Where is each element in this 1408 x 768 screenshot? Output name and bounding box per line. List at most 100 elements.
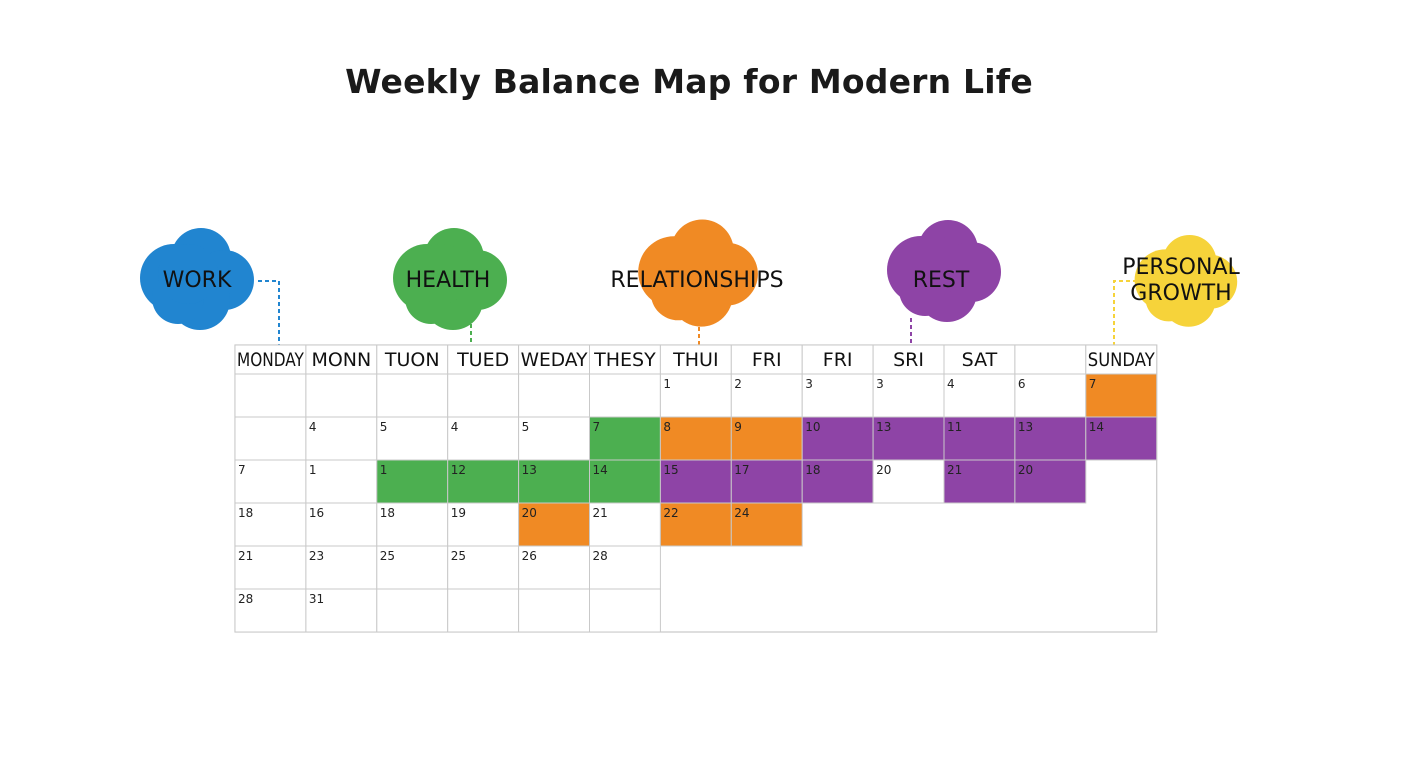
cell-fill-rest	[1014, 459, 1087, 504]
day-number: 14	[1089, 420, 1104, 434]
day-number: 3	[805, 377, 813, 391]
day-header: TUED	[447, 344, 520, 375]
cell-fill-rest	[1085, 416, 1158, 461]
day-header-cell	[872, 344, 945, 375]
day-header-label: TUED	[456, 349, 509, 371]
day-header: FRI	[730, 344, 803, 375]
day-header: SUNDAY	[1085, 344, 1158, 375]
day-number: 15	[663, 463, 678, 477]
cell-fill-rest	[943, 416, 1016, 461]
day-header-label: SAT	[962, 349, 998, 371]
calendar-cell: 21	[234, 545, 307, 590]
calendar-cell: 20	[518, 502, 590, 547]
cell-fill-relationships	[730, 416, 803, 461]
cell-fill-empty	[305, 502, 378, 547]
cell-fill-rest	[730, 459, 803, 504]
day-number: 4	[451, 420, 459, 434]
cell-fill-empty	[447, 373, 520, 418]
day-number: 28	[593, 549, 608, 563]
category-label: HEALTH	[406, 268, 491, 293]
day-number: 20	[522, 506, 537, 520]
day-header: WEDAY	[518, 344, 590, 375]
cell-fill-rest	[872, 416, 945, 461]
cell-fill-empty	[589, 545, 661, 590]
calendar-cell: 8	[659, 416, 732, 461]
day-number: 9	[734, 420, 742, 434]
cell-fill-empty	[305, 545, 378, 590]
calendar-cell: 3	[801, 373, 874, 418]
calendar-cell: 16	[305, 502, 378, 547]
day-number: 13	[876, 420, 891, 434]
day-header: THUI	[659, 344, 732, 375]
day-number: 7	[238, 463, 246, 477]
day-number: 18	[805, 463, 820, 477]
cell-fill-empty	[234, 416, 307, 461]
day-number: 31	[309, 592, 324, 606]
cell-fill-empty	[447, 502, 520, 547]
category-label: WORK	[163, 268, 232, 293]
cell-fill-empty	[589, 502, 661, 547]
connector-lines	[258, 280, 1137, 345]
day-header-cell	[589, 344, 661, 375]
day-number: 5	[380, 420, 388, 434]
day-number: 1	[663, 377, 671, 391]
calendar-cell: 7	[1085, 373, 1158, 418]
calendar-cell: 5	[376, 416, 449, 461]
calendar-cell: 10	[801, 416, 874, 461]
calendar-cell	[589, 588, 661, 633]
day-number: 7	[593, 420, 601, 434]
day-number: 13	[522, 463, 537, 477]
calendar-cell: 28	[234, 588, 307, 633]
day-number: 4	[947, 377, 955, 391]
day-header-row: MONDAY MONN TUON TUED WEDAY THESY THUI FRI FRI SR…	[234, 344, 1158, 375]
calendar-cell	[305, 373, 378, 418]
day-header: TUON	[376, 344, 449, 375]
day-number: 4	[309, 420, 317, 434]
connector-growth	[1113, 280, 1137, 345]
calendar-cell: 1	[376, 459, 449, 504]
cell-fill-empty	[730, 373, 803, 418]
calendar-cell: 24	[730, 502, 803, 547]
day-header-cell	[447, 344, 520, 375]
calendar-cell: 12	[447, 459, 520, 504]
day-header-cell	[1014, 344, 1087, 375]
day-header-cell	[659, 344, 732, 375]
calendar-cell: 20	[1014, 459, 1087, 504]
calendar-cell: 14	[1085, 416, 1158, 461]
calendar-cell: 3	[872, 373, 945, 418]
cell-fill-relationships	[659, 416, 732, 461]
day-number: 7	[1089, 377, 1097, 391]
day-header-cell	[1085, 344, 1158, 375]
day-number: 12	[451, 463, 466, 477]
category-label: REST	[913, 268, 970, 293]
connector-work	[258, 280, 280, 345]
cell-fill-empty	[872, 459, 945, 504]
category-clouds: WORK HEALTH RELATIONSHIPS REST PERSONALGROWT…	[140, 219, 1240, 330]
day-header-cell	[518, 344, 590, 375]
cell-fill-empty	[447, 588, 520, 633]
day-header-label: FRI	[823, 349, 853, 371]
day-number: 24	[734, 506, 749, 520]
cell-fill-empty	[447, 545, 520, 590]
cell-fill-empty	[234, 373, 307, 418]
day-number: 6	[1018, 377, 1026, 391]
calendar-cell: 6	[1014, 373, 1087, 418]
cloud-icon	[887, 220, 1001, 322]
calendar-cell: 21	[943, 459, 1016, 504]
calendar-cell	[518, 373, 590, 418]
day-number: 3	[876, 377, 884, 391]
day-header-label: SUNDAY	[1088, 349, 1155, 371]
day-number: 26	[522, 549, 537, 563]
day-number: 19	[451, 506, 466, 520]
day-number: 25	[451, 549, 466, 563]
calendar-cell: 2	[730, 373, 803, 418]
day-header-label: WEDAY	[521, 349, 588, 371]
day-number: 21	[947, 463, 962, 477]
cell-fill-empty	[447, 416, 520, 461]
day-header-label: MONN	[311, 349, 371, 371]
day-number: 1	[380, 463, 388, 477]
calendar-cell: 7	[234, 459, 307, 504]
calendar-cell: 15	[659, 459, 732, 504]
